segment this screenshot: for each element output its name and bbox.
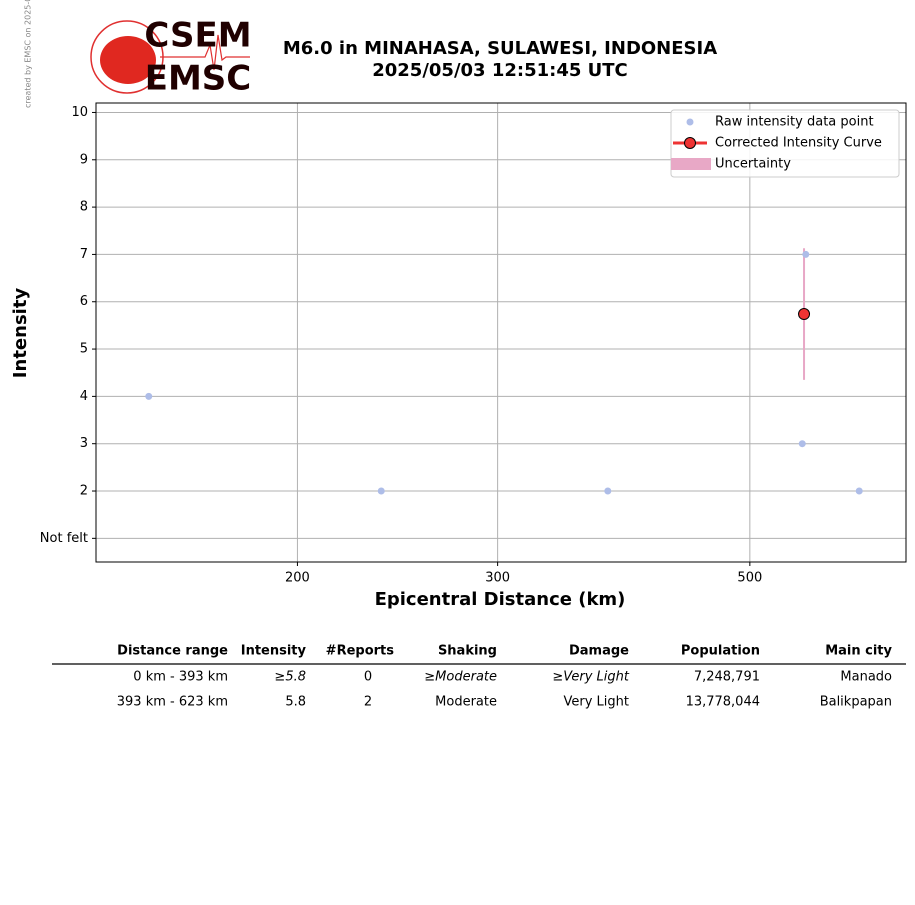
table-header: Distance range: [117, 644, 228, 659]
table-header: Main city: [825, 644, 892, 659]
table-cell: 393 km - 623 km: [117, 695, 228, 710]
raw-point: [855, 487, 863, 495]
legend-box: [670, 109, 900, 178]
table: Distance range Intensity #Reports Shaking Da…: [52, 644, 906, 710]
table-cell: ≥Moderate: [424, 670, 497, 685]
marks: [145, 248, 863, 495]
axes-frame: [95, 102, 907, 563]
logo-wave: [160, 34, 250, 71]
y-axis-label: Intensity: [10, 288, 31, 379]
y-tick-label: 7: [80, 247, 88, 262]
legend-label: Uncertainty: [715, 157, 791, 172]
legend-swatch: [684, 137, 696, 149]
table-cell: 5.8: [285, 695, 306, 710]
y-tick-label: 6: [80, 294, 88, 309]
y-tick-label: 3: [80, 436, 88, 451]
raw-point: [145, 392, 153, 400]
table-cell: Balikpapan: [820, 695, 892, 710]
x-tick-label: 500: [737, 571, 762, 586]
table-cell: 7,248,791: [694, 670, 760, 685]
raw-point: [802, 250, 810, 258]
logo: CSEM EMSC: [90, 16, 252, 99]
legend-swatch: [671, 158, 711, 170]
logo-text: CSEM: [144, 16, 251, 56]
credit: created by EMSC on 2025-05-03 19:12:42 U…: [24, 0, 33, 108]
y-tick-label: 10: [71, 105, 88, 120]
corrected-point: [798, 308, 811, 321]
legend-label: Corrected Intensity Curve: [715, 136, 882, 151]
x-tick-label: 200: [285, 571, 310, 586]
table-cell: 0: [364, 670, 372, 685]
table-cell: 0 km - 393 km: [133, 670, 228, 685]
y-tick-label: Not felt: [40, 531, 88, 546]
logo-map: [100, 36, 156, 84]
table-cell: 13,778,044: [686, 695, 760, 710]
table-cell: 2: [364, 695, 372, 710]
chart-title: M6.0 in MINAHASA, SULAWESI, INDONESIA: [283, 38, 717, 59]
raw-point: [798, 440, 806, 448]
table-header: Damage: [569, 644, 629, 659]
table-header: Shaking: [438, 644, 497, 659]
legend-label: Raw intensity data point: [715, 115, 874, 130]
table-cell: Very Light: [564, 695, 630, 710]
legend: Raw intensity data point Corrected Intens…: [670, 109, 900, 178]
raw-point: [604, 487, 612, 495]
table-cell: Manado: [840, 670, 892, 685]
table-header: Population: [681, 644, 760, 659]
table-cell: Moderate: [435, 695, 497, 710]
legend-swatch: [686, 118, 694, 126]
table-header: Intensity: [241, 644, 307, 659]
x-axis-label: Epicentral Distance (km): [375, 589, 626, 610]
table-cell: ≥Very Light: [552, 670, 630, 685]
y-tick-label: 8: [80, 200, 88, 215]
table-cell: ≥5.8: [274, 670, 306, 685]
y-tick-label: 9: [80, 152, 88, 167]
y-tick-label: 4: [80, 389, 88, 404]
y-tick-label: 2: [80, 484, 88, 499]
raw-point: [377, 487, 385, 495]
y-tick-label: 5: [80, 342, 88, 357]
chart-subtitle: 2025/05/03 12:51:45 UTC: [372, 60, 628, 81]
table-header: #Reports: [326, 644, 395, 659]
x-tick-label: 300: [485, 571, 510, 586]
logo-text: EMSC: [145, 59, 252, 99]
